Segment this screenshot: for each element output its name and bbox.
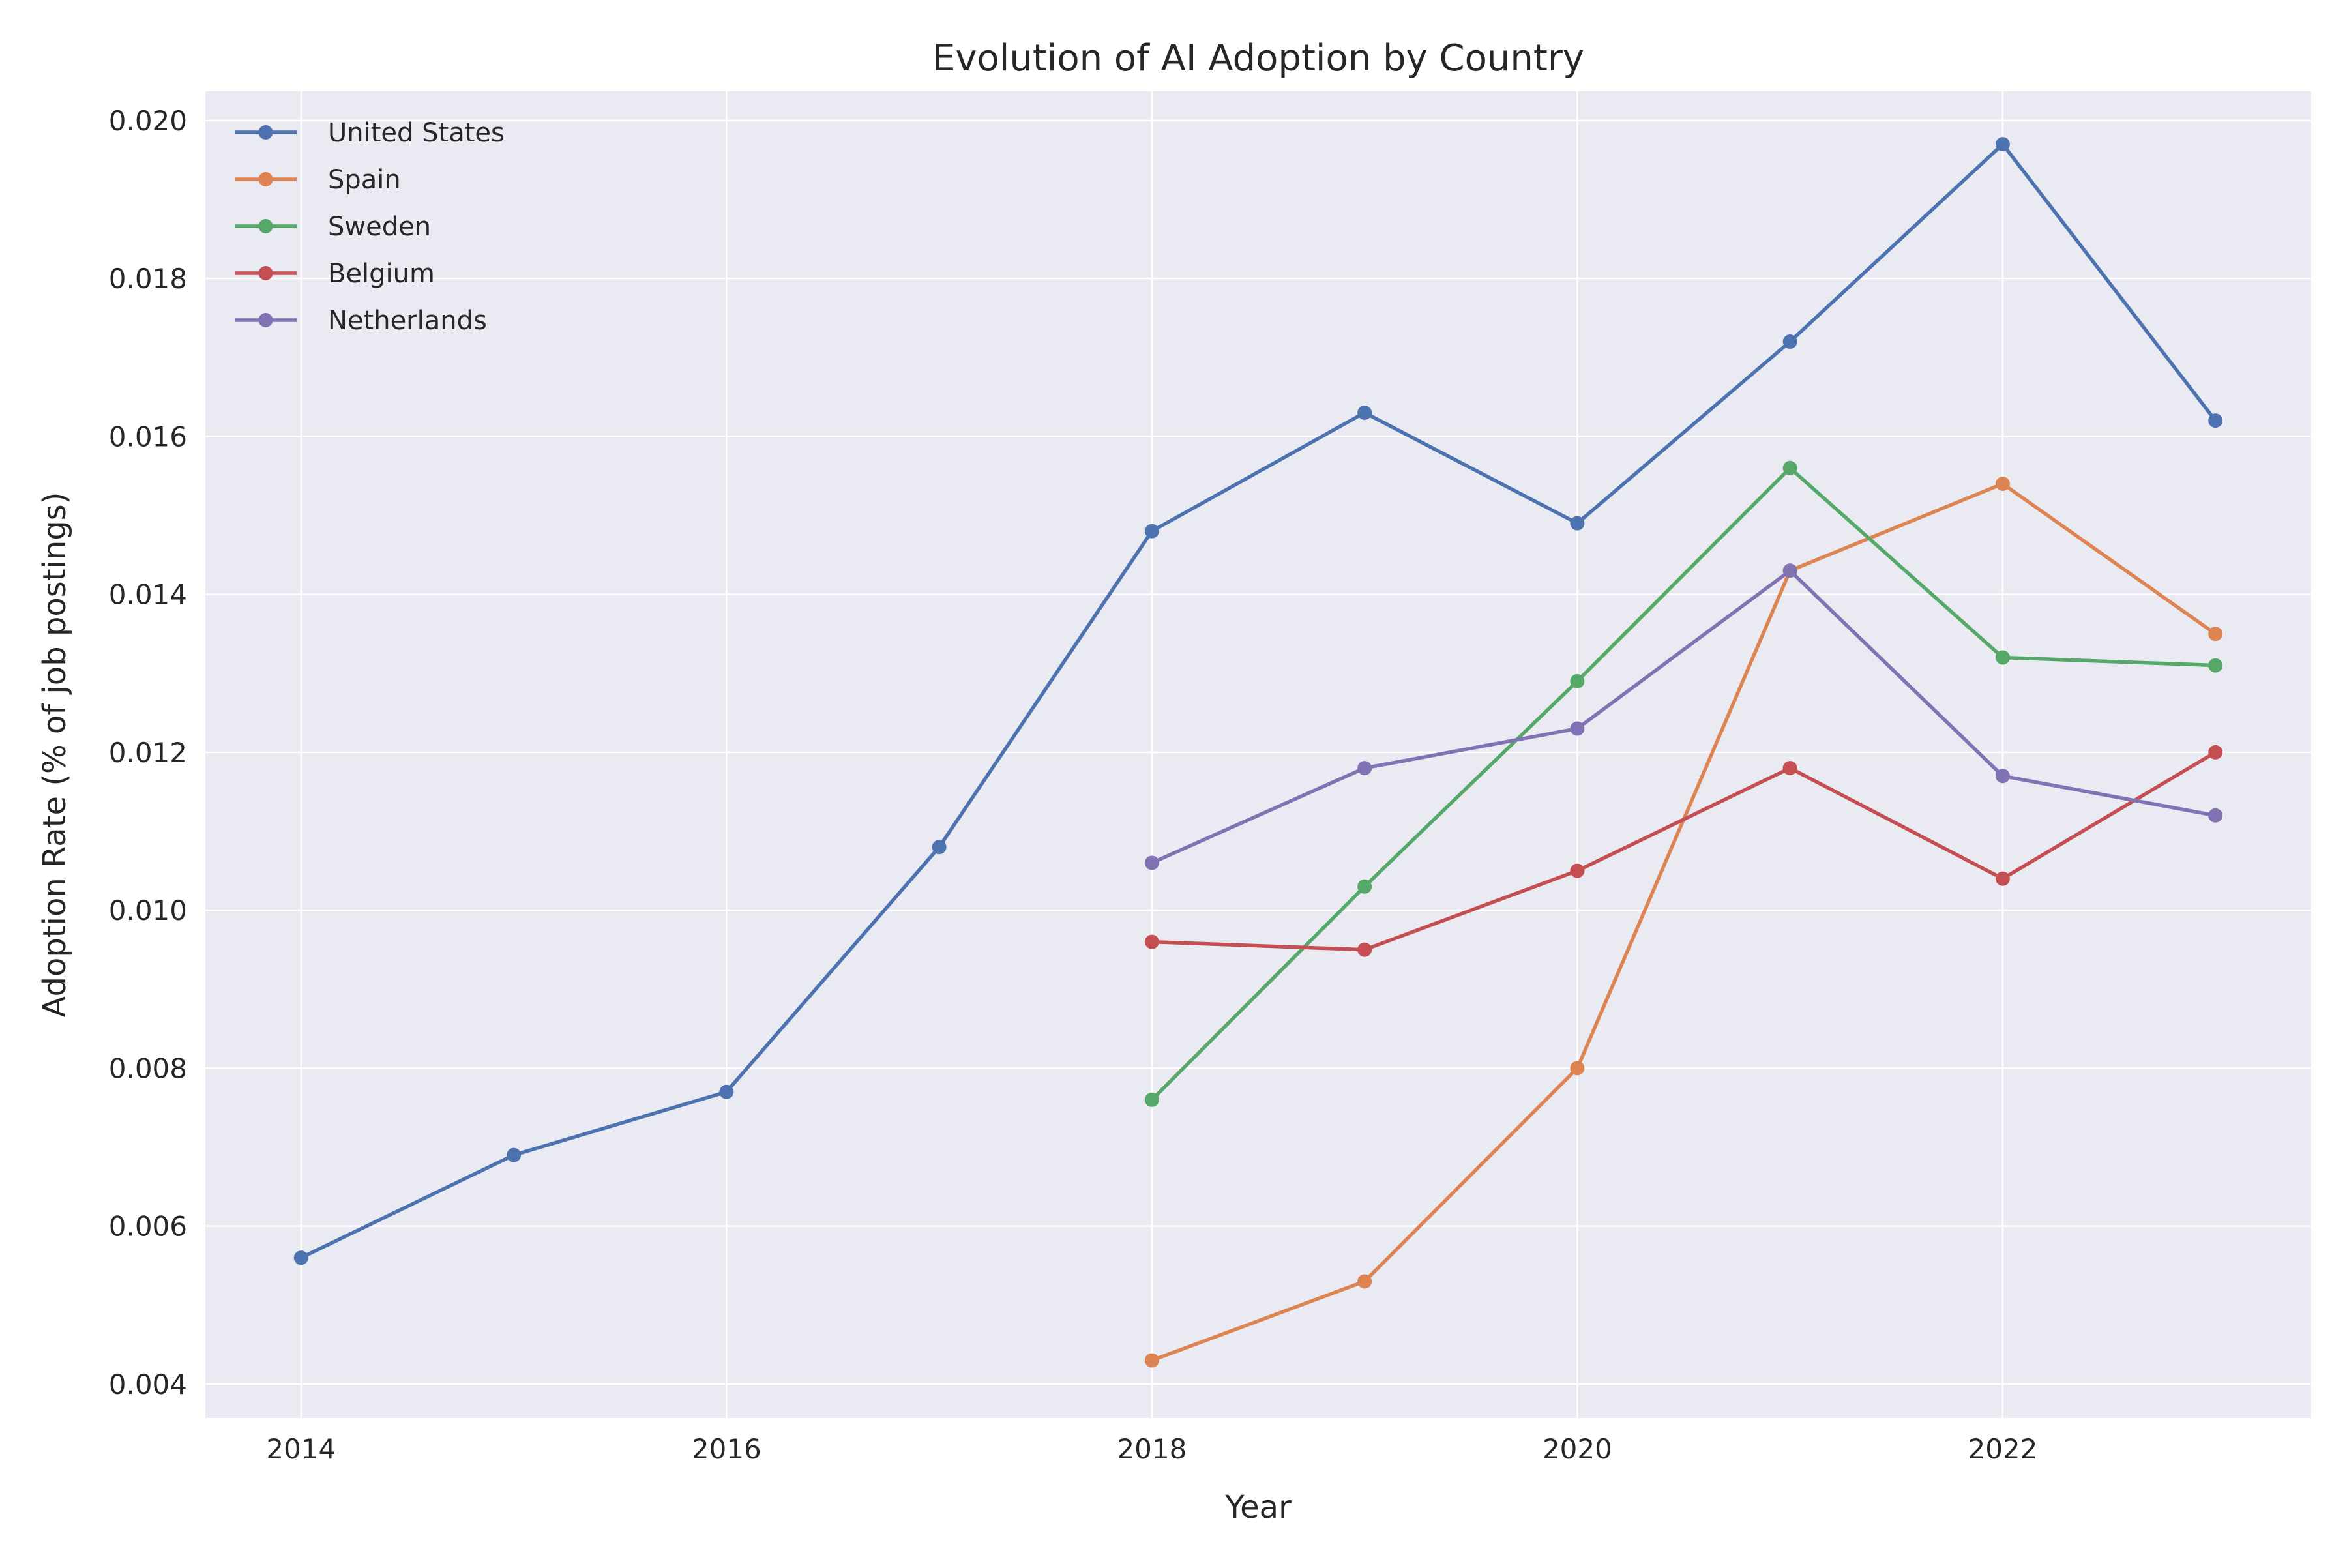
data-point [1782,761,1797,776]
legend-label: Netherlands [328,306,487,336]
legend-item: United States [235,118,505,148]
legend-item: Belgium [235,259,435,289]
data-point [1570,516,1585,531]
legend-item: Netherlands [235,306,487,336]
data-point [1144,1353,1159,1368]
data-point [1570,863,1585,878]
series-line [1150,750,2217,952]
data-point [1570,673,1585,688]
data-point [1995,871,2010,886]
legend-marker [258,172,273,186]
y-tick-label: 0.020 [109,105,187,137]
x-tick-label: 2014 [266,1433,336,1465]
series-belgium [1144,745,2223,957]
y-tick-label: 0.014 [109,579,187,611]
y-tick-label: 0.016 [109,421,187,452]
chart-title: Evolution of AI Adoption by Country [932,37,1584,80]
series-line [299,142,2217,1260]
y-tick-label: 0.012 [109,737,187,769]
x-tick-label: 2022 [1968,1433,2037,1465]
series-lines [293,137,2223,1368]
legend-item: Sweden [235,212,431,242]
data-point [1995,477,2010,492]
data-point [1782,563,1797,578]
data-point [719,1084,734,1099]
x-tick-label: 2020 [1543,1433,1612,1465]
y-axis-label: Adoption Rate (% of job postings) [37,492,73,1018]
y-tick-label: 0.006 [109,1211,187,1243]
data-point [1357,1274,1372,1289]
series-line [1150,466,2217,1102]
plot-area [205,91,2311,1418]
legend-marker [258,266,273,280]
x-axis-ticks: 2014 2016 2018 2020 2022 [266,1433,2037,1465]
y-tick-label: 0.008 [109,1052,187,1084]
series-netherlands [1144,563,2223,870]
y-tick-label: 0.018 [109,263,187,295]
legend-label: United States [328,118,505,148]
data-point [1782,334,1797,349]
series-line [1150,569,2217,865]
data-point [293,1250,308,1265]
data-point [1357,879,1372,894]
data-point [1144,934,1159,949]
legend-marker [258,313,273,327]
data-point [1144,1092,1159,1107]
data-point [2208,658,2223,673]
legend-marker [258,125,273,140]
data-point [932,840,947,855]
data-point [1995,650,2010,665]
data-point [1782,460,1797,475]
data-point [2208,413,2223,428]
data-point [1357,942,1372,957]
legend-label: Belgium [328,259,435,289]
data-point [1144,855,1159,870]
data-point [1995,137,2010,152]
series-united-states [293,137,2223,1265]
y-tick-label: 0.010 [109,895,187,926]
data-point [1570,721,1585,736]
legend-label: Spain [328,165,401,195]
data-point [1357,406,1372,421]
series-sweden [1144,460,2223,1107]
legend-item: Spain [235,165,401,195]
data-point [1144,524,1159,539]
data-point [507,1147,522,1162]
data-point [1570,1061,1585,1076]
y-axis-ticks: 0.004 0.006 0.008 0.010 0.012 0.014 0.016 0.018… [109,105,187,1400]
x-tick-label: 2016 [692,1433,761,1465]
data-point [2208,745,2223,760]
x-axis-label: Year [1224,1489,1292,1526]
data-point [2208,627,2223,642]
legend: United States Spain Sweden Belgium Netherlan… [235,118,505,336]
legend-label: Sweden [328,212,431,242]
grid-lines [205,91,2311,1418]
data-point [2208,808,2223,823]
data-point [1995,769,2010,784]
data-point [1357,761,1372,776]
y-tick-label: 0.004 [109,1368,187,1400]
x-tick-label: 2018 [1117,1433,1187,1465]
legend-marker [258,219,273,233]
